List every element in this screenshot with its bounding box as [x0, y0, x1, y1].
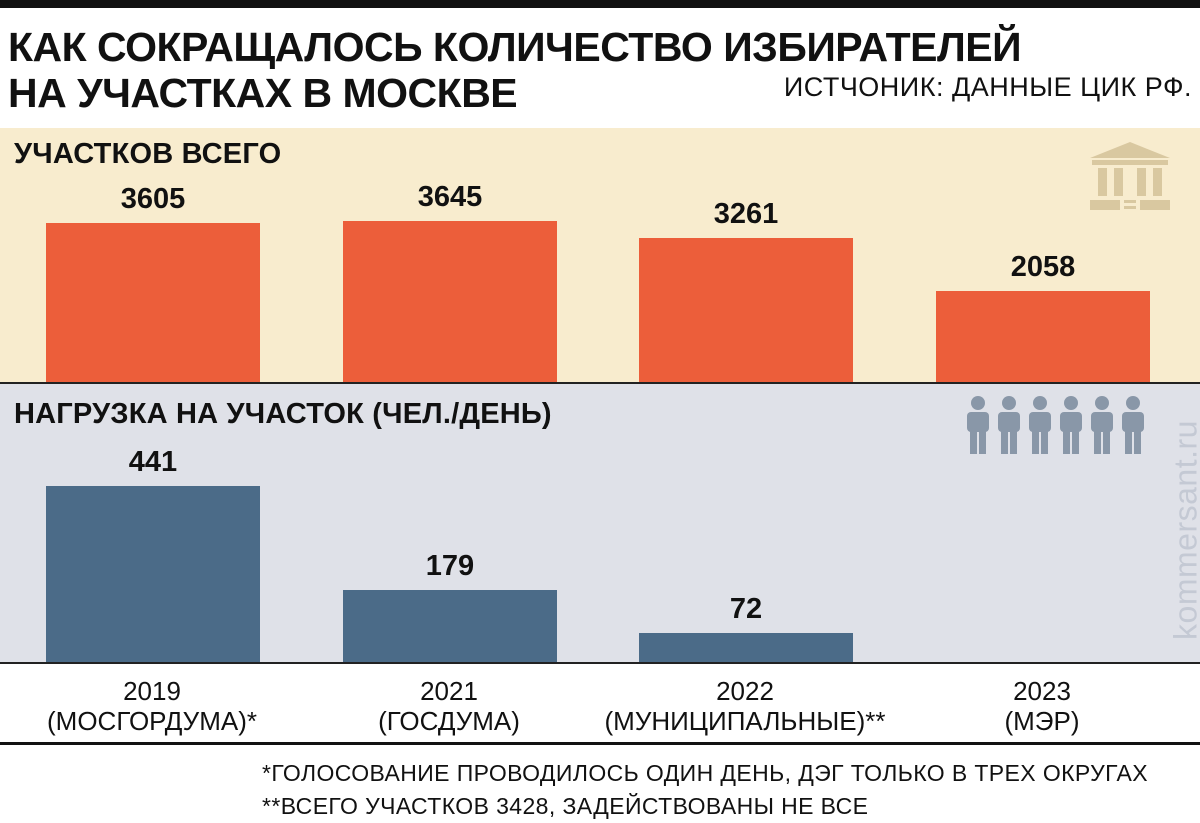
value-stations-2022: 3261	[713, 198, 779, 231]
bar-stations-2023	[936, 291, 1150, 382]
bar-stations-2021	[343, 221, 557, 382]
bar-stations-2022	[639, 238, 853, 382]
government-building-icon	[1090, 142, 1170, 210]
bar-stations-2019	[46, 223, 260, 382]
category-label-2021: 2021 (ГОСДУМА)	[378, 676, 520, 736]
chart-title: КАК СОКРАЩАЛОСЬ КОЛИЧЕСТВО ИЗБИРАТЕЛЕЙ Н…	[8, 24, 1022, 116]
panel-divider	[0, 382, 1200, 384]
value-stations-2019: 3605	[120, 183, 186, 216]
footnote-1: *ГОЛОСОВАНИЕ ПРОВОДИЛОСЬ ОДИН ДЕНЬ, ДЭГ …	[262, 760, 1148, 786]
bar-load-2021	[343, 590, 557, 662]
footnote-2: **ВСЕГО УЧАСТКОВ 3428, ЗАДЕЙСТВОВАНЫ НЕ …	[262, 793, 869, 819]
top-rule	[0, 0, 1200, 8]
people-group-icon	[967, 396, 1144, 454]
value-stations-2021: 3645	[417, 181, 483, 214]
category-label-2022: 2022 (МУНИЦИПАЛЬНЫЕ)**	[604, 676, 886, 736]
source-note: ИСТЧОНИК: ДАННЫЕ ЦИК РФ.	[783, 72, 1192, 102]
watermark: kommersant.ru	[1167, 420, 1200, 640]
value-load-2022: 72	[729, 593, 763, 626]
bottom-chart-title: НАГРУЗКА НА УЧАСТОК (ЧЕЛ./ДЕНЬ)	[14, 398, 552, 430]
value-load-2021: 179	[425, 550, 475, 583]
chart-title-line1: КАК СОКРАЩАЛОСЬ КОЛИЧЕСТВО ИЗБИРАТЕЛЕЙ	[8, 24, 1022, 70]
category-label-2019: 2019 (МОСГОРДУМА)*	[47, 676, 257, 736]
value-stations-2023: 2058	[1010, 251, 1076, 284]
x-axis-line	[0, 662, 1200, 664]
chart-title-line2: НА УЧАСТКАХ В МОСКВЕ	[8, 70, 518, 116]
category-label-2023: 2023 (МЭР)	[1004, 676, 1080, 736]
bar-load-2019	[46, 485, 260, 662]
bottom-rule	[0, 742, 1200, 745]
top-chart-title: УЧАСТКОВ ВСЕГО	[14, 138, 282, 170]
bar-load-2022	[639, 633, 853, 662]
value-load-2019: 441	[128, 445, 178, 478]
